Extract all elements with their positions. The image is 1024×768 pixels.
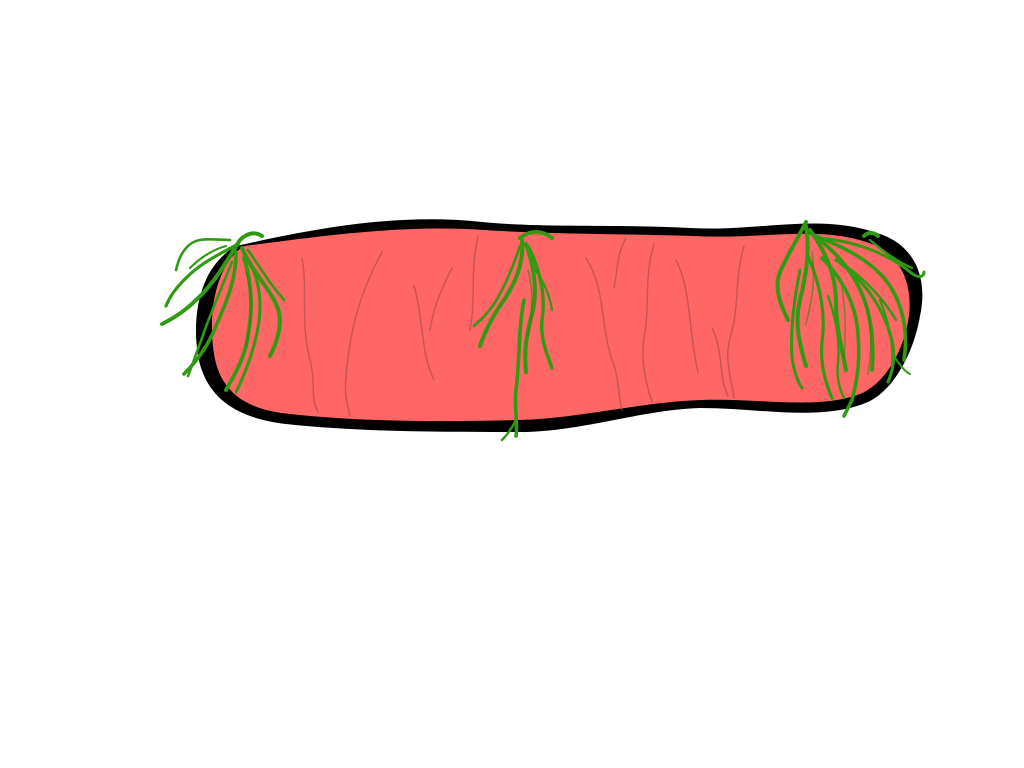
body-fill	[211, 228, 910, 422]
tendril-cluster-middle	[472, 230, 554, 442]
vein-lines	[301, 235, 745, 417]
tendril-shading	[245, 251, 872, 375]
tendril-cluster-right	[775, 220, 926, 418]
